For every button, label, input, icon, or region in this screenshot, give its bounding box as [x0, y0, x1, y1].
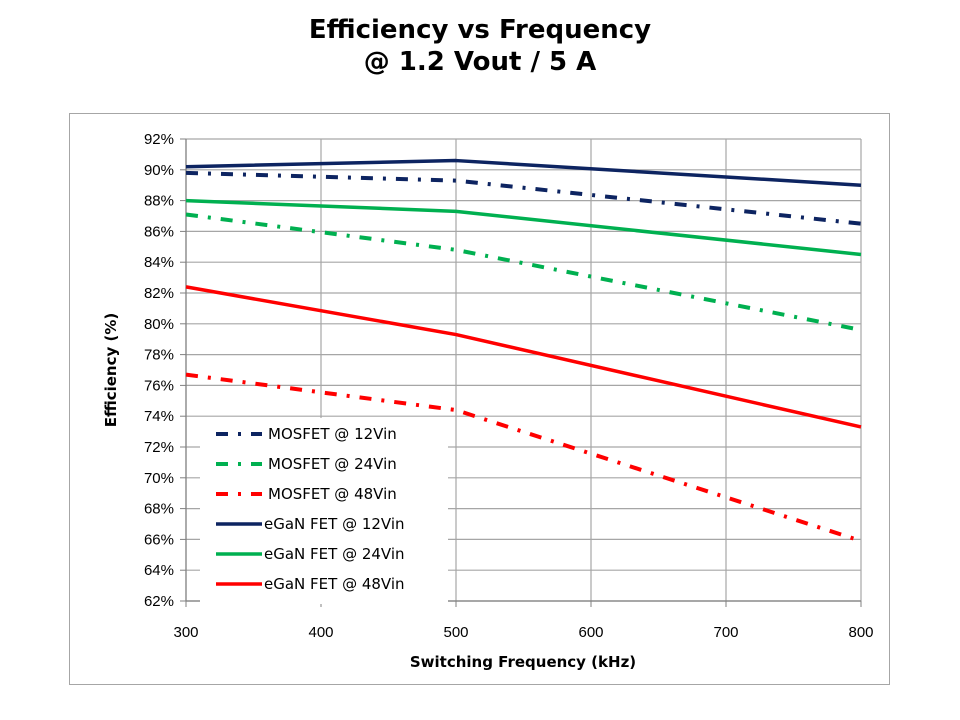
y-tick-label: 92%: [144, 131, 174, 148]
x-tick-label: 600: [578, 624, 603, 641]
legend-label: eGaN FET @ 12Vin: [264, 515, 405, 533]
chart-title-line2: @ 1.2 Vout / 5 A: [363, 47, 597, 77]
y-tick-label: 86%: [144, 223, 174, 240]
y-axis-title: Efficiency (%): [102, 313, 120, 428]
y-axis-ticks: 62% 64% 66% 68% 70% 72% 74% 76% 78% 80% 82% 84% 86% 8…: [144, 131, 186, 610]
x-tick-label: 300: [173, 624, 198, 641]
legend-item: MOSFET @ 48Vin: [216, 485, 397, 503]
y-tick-label: 68%: [144, 501, 174, 518]
y-tick-label: 70%: [144, 470, 174, 487]
chart-title: Efficiency vs Frequency @ 1.2 Vout / 5 A: [0, 14, 960, 78]
legend-label: eGaN FET @ 24Vin: [264, 545, 405, 563]
legend: MOSFET @ 12Vin MOSFET @ 24Vin MOSFET @ 48V…: [200, 418, 448, 604]
x-tick-label: 400: [308, 624, 333, 641]
legend-label: MOSFET @ 12Vin: [268, 425, 397, 443]
x-axis-ticks: 300 400 500 600 700 800: [173, 601, 874, 641]
y-tick-label: 72%: [144, 439, 174, 456]
y-tick-label: 74%: [144, 408, 174, 425]
y-tick-label: 88%: [144, 193, 174, 210]
series-lines: [185, 158, 862, 543]
series-line-egan-fet-12vin: [185, 158, 862, 187]
x-tick-label: 500: [443, 624, 468, 641]
legend-item: MOSFET @ 12Vin: [216, 425, 397, 443]
series-line-mosfet-24vin: [185, 212, 862, 332]
legend-label: MOSFET @ 24Vin: [268, 455, 397, 473]
legend-item: eGaN FET @ 24Vin: [216, 545, 405, 563]
chart-area-border: [69, 113, 890, 685]
y-tick-label: 66%: [144, 531, 174, 548]
y-tick-label: 78%: [144, 347, 174, 364]
legend-item: eGaN FET @ 48Vin: [216, 575, 405, 593]
legend-item: MOSFET @ 24Vin: [216, 455, 397, 473]
legend-label: MOSFET @ 48Vin: [268, 485, 397, 503]
chart-title-line1: Efficiency vs Frequency: [308, 15, 652, 45]
y-tick-label: 64%: [144, 562, 174, 579]
y-tick-label: 80%: [144, 316, 174, 333]
y-tick-label: 84%: [144, 254, 174, 271]
legend-item: eGaN FET @ 12Vin: [216, 515, 405, 533]
series-line-egan-fet-48vin: [185, 285, 862, 429]
legend-box: [200, 418, 448, 604]
y-tick-label: 76%: [144, 377, 174, 394]
series-line-egan-fet-24vin: [185, 198, 862, 257]
x-tick-label: 800: [848, 624, 873, 641]
y-tick-label: 62%: [144, 593, 174, 610]
y-tick-label: 82%: [144, 285, 174, 302]
x-tick-label: 700: [713, 624, 738, 641]
y-tick-label: 90%: [144, 162, 174, 179]
legend-label: eGaN FET @ 48Vin: [264, 575, 405, 593]
x-axis-title: Switching Frequency (kHz): [410, 653, 636, 671]
